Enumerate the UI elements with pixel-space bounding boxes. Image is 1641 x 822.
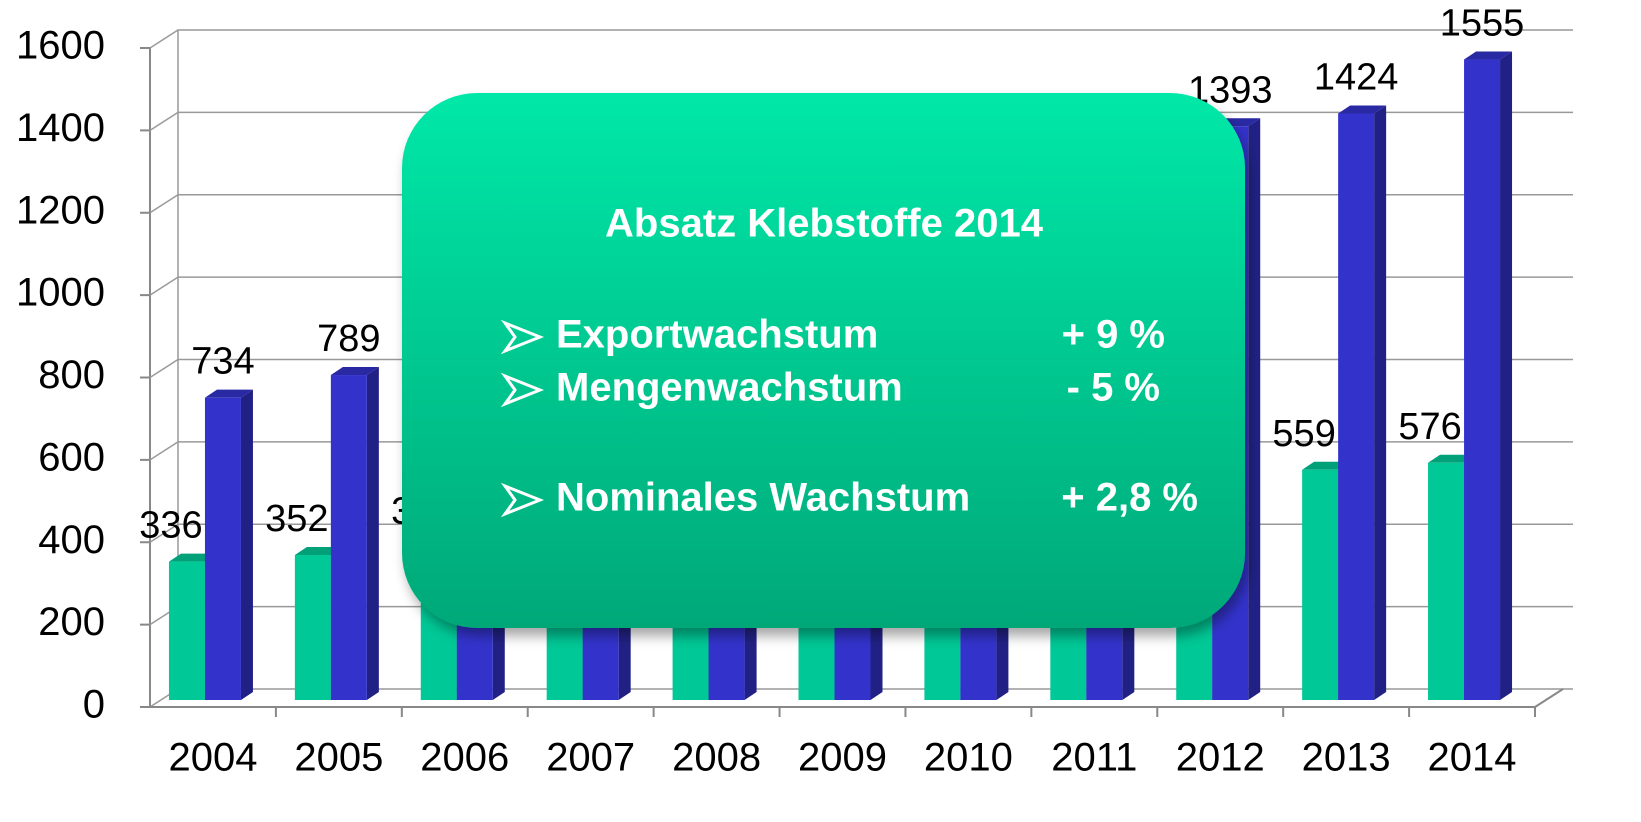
data-label: 559 (1272, 413, 1335, 455)
bar-front (294, 555, 331, 700)
y-tick-label: 1600 (16, 24, 105, 68)
bar-front (1338, 113, 1375, 701)
bar-front (1302, 469, 1339, 700)
data-label: 352 (265, 498, 328, 540)
bar-side (1248, 118, 1261, 701)
bar-side (366, 367, 379, 700)
bar-top (330, 367, 379, 376)
y-tick-label: 200 (38, 600, 105, 644)
x-tick-label: 2008 (672, 736, 761, 780)
y-tick-label: 1400 (16, 106, 105, 150)
bar-top (204, 389, 253, 398)
x-tick-label: 2013 (1302, 736, 1391, 780)
annotation-box: Absatz Klebstoffe 2014 Exportwachstum + 9… (402, 93, 1245, 628)
grid-line (149, 29, 1573, 49)
data-label: 1424 (1314, 57, 1399, 99)
x-tick-label: 2004 (168, 736, 257, 780)
bar-side (240, 389, 253, 700)
x-tick-label: 2005 (294, 736, 383, 780)
data-label: 576 (1398, 406, 1461, 448)
y-tick-label: 800 (38, 353, 105, 397)
y-tick-label: 600 (38, 435, 105, 479)
bar-front (1464, 59, 1501, 701)
bar (330, 367, 379, 700)
x-tick-label: 2007 (546, 736, 635, 780)
bar-front (1428, 462, 1465, 700)
x-tick-label: 2009 (798, 736, 887, 780)
item-value: + 2,8 % (1061, 476, 1198, 520)
item-label: Nominales Wachstum (556, 476, 970, 520)
bar (1338, 105, 1387, 701)
item-label: Exportwachstum (556, 313, 878, 357)
x-tick-label: 2010 (924, 736, 1013, 780)
item-value: - 5 % (1067, 366, 1160, 410)
x-tick-label: 2011 (1051, 736, 1137, 780)
y-tick-label: 1200 (16, 188, 105, 232)
bar-side (1374, 105, 1387, 701)
x-tick-label: 2012 (1176, 736, 1265, 780)
data-label: 789 (317, 318, 380, 360)
x-tick-label: 2006 (420, 736, 509, 780)
x-tick-label: 2014 (1428, 736, 1517, 780)
data-label: 1555 (1440, 3, 1525, 45)
item-label: Mengenwachstum (556, 366, 903, 410)
bar (204, 389, 253, 700)
y-tick-label: 0 (83, 683, 105, 727)
bar (1464, 51, 1513, 701)
bar-side (1500, 51, 1513, 701)
bullet (500, 372, 545, 408)
data-label: 734 (191, 341, 254, 383)
box-title: Absatz Klebstoffe 2014 (605, 202, 1044, 246)
data-label: 336 (139, 505, 202, 547)
bullet (500, 319, 545, 355)
bar-top (1464, 51, 1513, 60)
bullet (500, 482, 545, 518)
box-background (402, 93, 1245, 628)
y-tick-label: 400 (38, 518, 105, 562)
bar-front (204, 397, 241, 700)
floor-right (1534, 688, 1564, 708)
bar-front (168, 561, 205, 700)
bar-top (1338, 105, 1387, 114)
bar-front (330, 375, 367, 700)
item-value: + 9 % (1062, 313, 1165, 357)
y-tick-label: 1000 (16, 271, 105, 315)
